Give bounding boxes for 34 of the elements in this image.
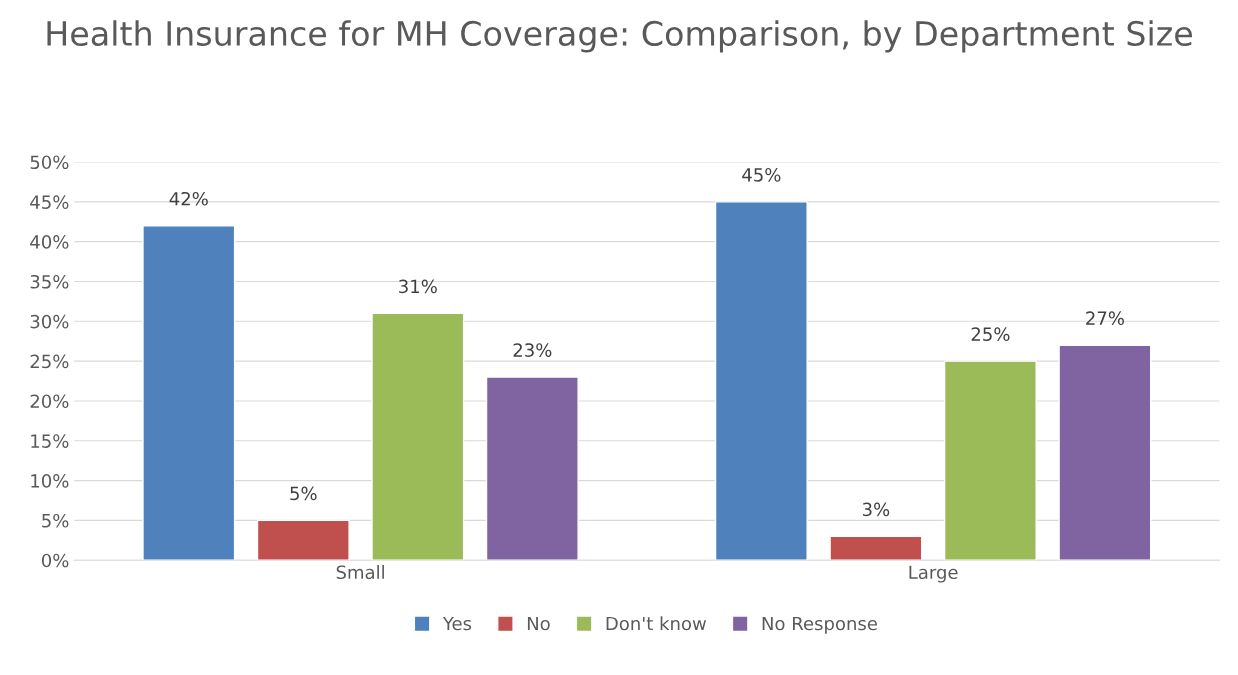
bar: [829, 535, 923, 561]
data-label: 45%: [742, 168, 781, 182]
data-label: 27%: [1086, 311, 1124, 326]
bar: [714, 201, 808, 561]
data-label: 31%: [399, 279, 437, 294]
y-tick-label: 50%: [30, 155, 69, 170]
bar: [943, 360, 1037, 561]
legend-label: Yes: [442, 616, 472, 631]
y-tick-label: 35%: [30, 274, 69, 289]
y-tick-label: 5%: [42, 513, 69, 528]
legend-label: No Response: [762, 616, 877, 634]
y-tick-label: 15%: [31, 434, 69, 448]
bar: [1058, 344, 1152, 561]
bar: [371, 312, 465, 561]
legend-label: No: [527, 616, 550, 631]
data-label: 25%: [971, 327, 1010, 341]
y-tick-label: 45%: [30, 195, 69, 209]
legend-label: Don't know: [606, 616, 707, 631]
y-tick-label: 20%: [30, 394, 69, 409]
data-label: 42%: [169, 191, 208, 206]
x-tick-label: Large: [909, 565, 958, 583]
y-tick-label: 0%: [41, 553, 69, 568]
y-tick-label: 10%: [31, 474, 69, 488]
y-tick-label: 40%: [30, 235, 69, 249]
bar: [142, 225, 236, 561]
bar: [485, 376, 579, 561]
y-tick-label: 25%: [30, 354, 69, 369]
data-label: 5%: [290, 486, 317, 501]
x-tick-label: Small: [336, 565, 384, 580]
data-label: 23%: [513, 343, 552, 357]
bar: [256, 519, 350, 561]
data-label: 3%: [862, 502, 890, 517]
chart-title: Health Insurance for MH Coverage: Comparison, by Department Size: [47, 20, 1192, 53]
y-tick-label: 30%: [30, 314, 69, 329]
